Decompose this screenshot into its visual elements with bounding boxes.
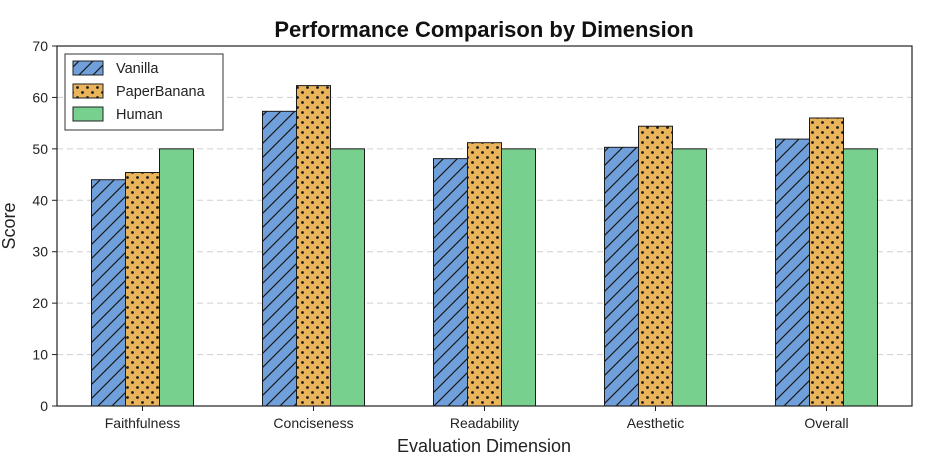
bar-vanilla <box>433 158 468 407</box>
legend-swatch-paperbanana <box>72 83 104 99</box>
y-tick-label: 30 <box>32 244 48 260</box>
x-tick-label: Faithfulness <box>105 415 180 431</box>
x-axis-ticks: Faithfulness Conciseness Readability Aesthe… <box>105 406 849 431</box>
bar-vanilla <box>604 146 639 407</box>
legend-label-vanilla: Vanilla <box>116 61 159 77</box>
x-axis-label: Evaluation Dimension <box>397 436 571 456</box>
bar-human <box>159 148 194 407</box>
y-axis-ticks: 0 10 20 30 40 50 60 70 <box>32 38 57 414</box>
bar-human <box>330 148 365 407</box>
bar-human <box>501 148 536 407</box>
y-tick-label: 50 <box>32 141 48 157</box>
legend-label-paperbanana: PaperBanana <box>116 84 206 100</box>
legend-swatch-vanilla <box>72 60 104 76</box>
y-tick-label: 70 <box>32 38 48 54</box>
x-tick-label: Conciseness <box>273 415 353 431</box>
bar-vanilla <box>262 110 297 407</box>
bar-human <box>843 148 878 407</box>
bar-human <box>672 148 707 407</box>
x-tick-label: Readability <box>450 415 519 431</box>
legend: Vanilla PaperBanana Human <box>64 53 224 131</box>
bars <box>91 85 878 407</box>
y-axis-label: Score <box>0 202 19 249</box>
bar-vanilla <box>775 138 810 407</box>
chart-title: Performance Comparison by Dimension <box>274 17 693 42</box>
y-tick-label: 10 <box>32 347 48 363</box>
y-tick-label: 20 <box>32 295 48 311</box>
bar-paperbanana <box>809 117 844 407</box>
y-tick-label: 40 <box>32 192 48 208</box>
bar-paperbanana <box>125 172 160 407</box>
bar-vanilla <box>91 179 126 407</box>
bar-paperbanana <box>467 142 502 407</box>
bar-paperbanana <box>296 85 331 407</box>
x-tick-label: Overall <box>804 415 848 431</box>
x-tick-label: Aesthetic <box>627 415 685 431</box>
y-tick-label: 0 <box>40 398 48 414</box>
y-tick-label: 60 <box>32 89 48 105</box>
legend-swatch-human <box>72 106 104 122</box>
legend-label-human: Human <box>116 107 163 123</box>
bar-paperbanana <box>638 125 673 407</box>
